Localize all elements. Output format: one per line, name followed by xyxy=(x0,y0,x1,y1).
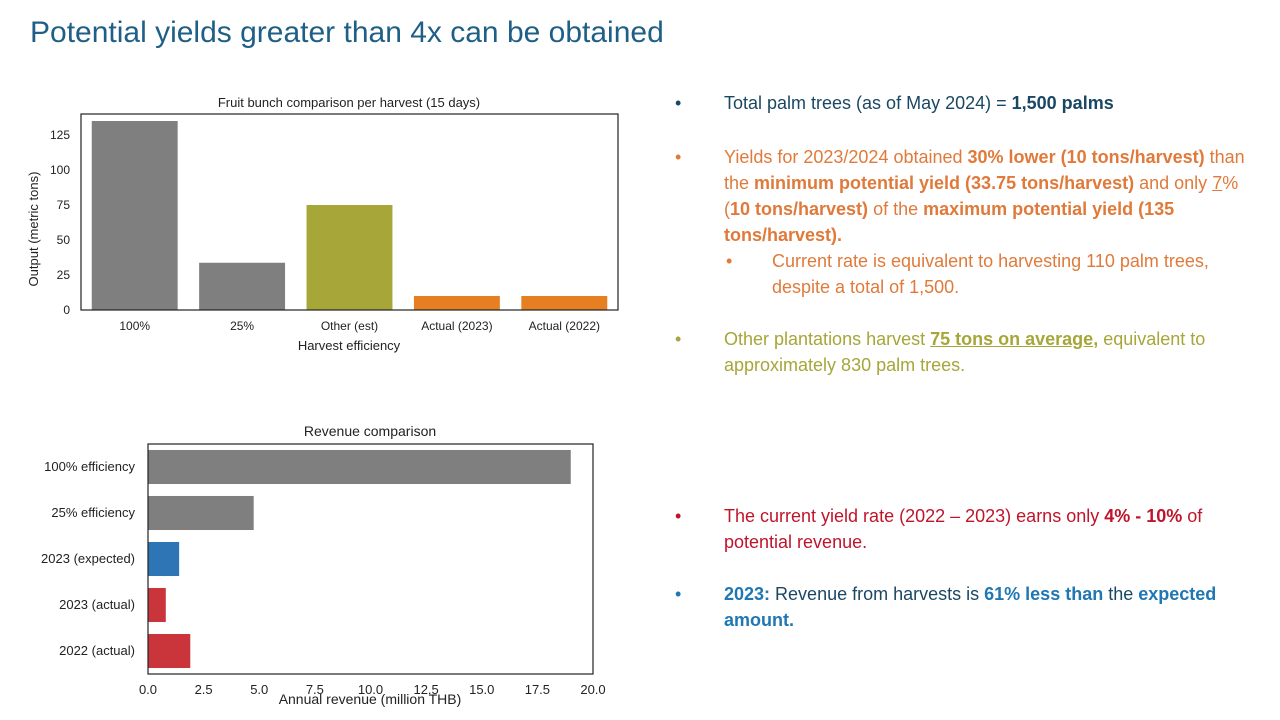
bar xyxy=(148,587,166,623)
text-bold: 4% - 10% xyxy=(1104,506,1183,526)
page-title: Potential yields greater than 4x can be … xyxy=(30,16,664,49)
y-tick-label: 25 xyxy=(57,268,71,282)
text-bold: 61% less than xyxy=(984,584,1104,604)
text-bold: 2023: xyxy=(724,584,771,604)
text: Total palm trees (as of May 2024) = xyxy=(724,93,1012,113)
chart2-frame xyxy=(147,443,594,675)
y-tick-label: 50 xyxy=(57,233,71,247)
bullet-list-bottom: • The current yield rate (2022 – 2023) e… xyxy=(675,503,1245,633)
text: of the xyxy=(868,199,924,219)
chart2-title: Revenue comparison xyxy=(304,423,436,439)
x-tick-label: 17.5 xyxy=(525,682,550,697)
bullet-2023-revenue: • 2023: Revenue from harvests is 61% les… xyxy=(675,581,1245,633)
text: % ( xyxy=(724,173,1239,219)
bar xyxy=(148,541,180,577)
text: Yields for 2023/2024 obtained xyxy=(724,147,968,167)
text-bold: 30% lower (10 tons/harvest) xyxy=(967,147,1205,167)
x-tick-label: Actual (2023) xyxy=(421,319,492,333)
bar xyxy=(306,205,393,310)
text: Other plantations harvest xyxy=(724,329,931,349)
bullet-dot: • xyxy=(675,506,682,526)
bullet-total-palms: • Total palm trees (as of May 2024) = 1,… xyxy=(675,90,1245,116)
bullet-dot: • xyxy=(675,329,682,349)
fruit-bunch-chart: Fruit bunch comparison per harvest (15 d… xyxy=(26,95,619,353)
text: the xyxy=(1103,584,1139,604)
x-tick-label: 0.0 xyxy=(139,682,157,697)
bar xyxy=(148,449,571,485)
x-tick-label: 15.0 xyxy=(469,682,494,697)
y-tick-label: 2022 (actual) xyxy=(59,643,135,658)
sub-bullet-current-rate: • Current rate is equivalent to harvesti… xyxy=(675,248,1245,300)
text-bold: , xyxy=(1093,329,1099,349)
text: of potential revenue. xyxy=(724,506,1203,552)
text-bold: expected amount. xyxy=(724,584,1217,630)
y-tick-label: 75 xyxy=(57,198,71,212)
y-tick-label: 0 xyxy=(63,303,70,317)
bullet-dot: • xyxy=(675,93,682,113)
y-tick-label: 125 xyxy=(50,128,70,142)
bullet-current-yield: • The current yield rate (2022 – 2023) e… xyxy=(675,503,1245,555)
chart1-frame xyxy=(80,113,619,311)
bar xyxy=(91,121,178,310)
x-tick-label: 100% xyxy=(119,319,150,333)
bar xyxy=(148,633,191,669)
x-tick-label: 7.5 xyxy=(306,682,324,697)
x-tick-label: Other (est) xyxy=(321,319,378,333)
text-underlined: 7 xyxy=(1212,173,1223,193)
text-bold: maximum potential yield (135 tons/harves… xyxy=(724,199,1175,245)
x-tick-label: 10.0 xyxy=(358,682,383,697)
y-tick-label: 2023 (actual) xyxy=(59,597,135,612)
x-tick-label: 12.5 xyxy=(413,682,438,697)
y-tick-label: 100 xyxy=(50,163,70,177)
text-bold: 10 tons/harvest) xyxy=(730,199,869,219)
text-bold: minimum potential yield (33.75 tons/harv… xyxy=(754,173,1135,193)
text: Current rate is equivalent to harvesting… xyxy=(772,251,1209,297)
y-tick-label: 25% efficiency xyxy=(51,505,135,520)
y-tick-label: 2023 (expected) xyxy=(41,551,135,566)
x-tick-label: 20.0 xyxy=(580,682,605,697)
chart1-ylabel: Output (metric tons) xyxy=(26,172,41,287)
chart1-title: Fruit bunch comparison per harvest (15 d… xyxy=(218,95,480,110)
bullet-yields: • Yields for 2023/2024 obtained 30% lowe… xyxy=(675,144,1245,248)
text-bold: 1,500 palms xyxy=(1011,93,1114,113)
y-tick-label: 100% efficiency xyxy=(44,459,135,474)
x-tick-label: 5.0 xyxy=(250,682,268,697)
bullet-list-top: • Total palm trees (as of May 2024) = 1,… xyxy=(675,90,1245,378)
chart2-xlabel: Annual revenue (million THB) xyxy=(279,691,462,707)
x-tick-label: Actual (2022) xyxy=(529,319,600,333)
text: and only xyxy=(1134,173,1213,193)
x-tick-label: 2.5 xyxy=(195,682,213,697)
bullet-dot: • xyxy=(675,584,682,604)
text: than the xyxy=(724,147,1245,193)
bullet-other-plantations: • Other plantations harvest 75 tons on a… xyxy=(675,326,1245,378)
x-tick-label: 25% xyxy=(230,319,254,333)
text: The current yield rate (2022 – 2023) ear… xyxy=(724,506,1105,526)
bullet-dot: • xyxy=(675,147,682,167)
chart1-xlabel: Harvest efficiency xyxy=(298,338,401,353)
bar xyxy=(521,296,608,310)
text: equivalent to approximately 830 palm tre… xyxy=(724,329,1206,375)
bar xyxy=(148,495,254,531)
bar xyxy=(413,296,500,310)
revenue-chart: Revenue comparison Annual revenue (milli… xyxy=(41,423,606,707)
text-bold-underlined: 75 tons on average xyxy=(930,329,1094,349)
bar xyxy=(199,262,286,310)
bullet-dot: • xyxy=(726,251,733,271)
text: Revenue from harvests is xyxy=(770,584,985,604)
